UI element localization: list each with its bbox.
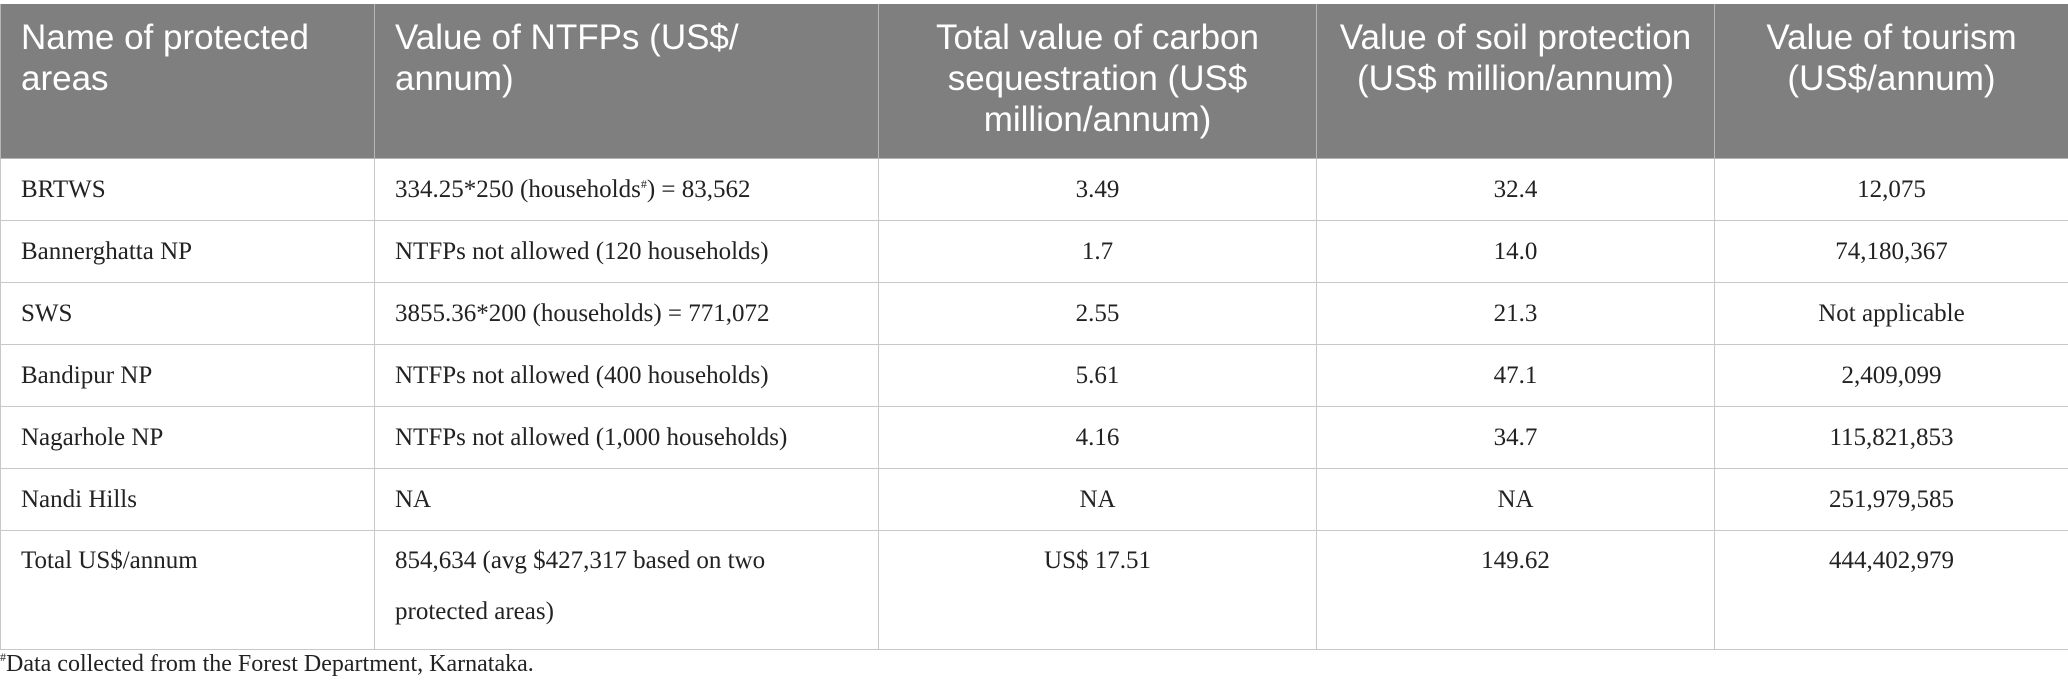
cell-area-name: Bannerghatta NP	[0, 219, 375, 283]
ntfp-text-part: 334.25*250 (households	[395, 175, 641, 203]
table-body: BRTWS 334.25*250 (households#) = 83,562 …	[0, 157, 2068, 650]
cell-ntfp-value: 334.25*250 (households#) = 83,562	[374, 157, 879, 221]
table-row: Nagarhole NP NTFPs not allowed (1,000 ho…	[0, 405, 2068, 469]
cell-area-name: SWS	[0, 281, 375, 345]
cell-soil-value: 47.1	[1316, 343, 1715, 407]
cell-area-name: BRTWS	[0, 157, 375, 221]
cell-soil-value: 32.4	[1316, 157, 1715, 221]
cell-soil-value: 21.3	[1316, 281, 1715, 345]
header-protected-area-name: Name of protected areas	[0, 4, 375, 159]
cell-tourism-value: 2,409,099	[1714, 343, 2068, 407]
cell-area-name: Total US$/annum	[0, 529, 375, 650]
cell-carbon-value: 5.61	[878, 343, 1317, 407]
cell-carbon-value: 3.49	[878, 157, 1317, 221]
cell-area-name: Bandipur NP	[0, 343, 375, 407]
cell-tourism-value: 444,402,979	[1714, 529, 2068, 650]
table-row: Bannerghatta NP NTFPs not allowed (120 h…	[0, 219, 2068, 283]
cell-tourism-value: 115,821,853	[1714, 405, 2068, 469]
table-row-total: Total US$/annum 854,634 (avg $427,317 ba…	[0, 529, 2068, 650]
cell-carbon-value: 2.55	[878, 281, 1317, 345]
cell-tourism-value: 74,180,367	[1714, 219, 2068, 283]
cell-ntfp-value: 3855.36*200 (households) = 771,072	[374, 281, 879, 345]
cell-ntfp-value: NTFPs not allowed (1,000 households)	[374, 405, 879, 469]
cell-ntfp-value: NTFPs not allowed (400 households)	[374, 343, 879, 407]
cell-tourism-value: 12,075	[1714, 157, 2068, 221]
cell-ntfp-value: 854,634 (avg $427,317 based on two prote…	[374, 529, 879, 650]
table-header: Name of protected areas Value of NTFPs (…	[0, 4, 2068, 159]
cell-area-name: Nandi Hills	[0, 467, 375, 531]
header-soil-protection: Value of soil protection (US$ million/an…	[1316, 4, 1715, 159]
ntfp-text-part: ) = 83,562	[646, 175, 751, 203]
cell-ntfp-value: NA	[374, 467, 879, 531]
cell-carbon-value: NA	[878, 467, 1317, 531]
cell-tourism-value: Not applicable	[1714, 281, 2068, 345]
cell-tourism-value: 251,979,585	[1714, 467, 2068, 531]
cell-carbon-value: 4.16	[878, 405, 1317, 469]
footnote-marker: #	[640, 176, 647, 191]
cell-soil-value: NA	[1316, 467, 1715, 531]
cell-soil-value: 34.7	[1316, 405, 1715, 469]
footnote-marker: #	[0, 650, 6, 664]
table-row: Nandi Hills NA NA NA 251,979,585	[0, 467, 2068, 531]
cell-soil-value: 149.62	[1316, 529, 1715, 650]
header-tourism-value: Value of tourism (US$/annum)	[1714, 4, 2068, 159]
table-row: Bandipur NP NTFPs not allowed (400 house…	[0, 343, 2068, 407]
header-row: Name of protected areas Value of NTFPs (…	[0, 4, 2068, 159]
data-table-container: Name of protected areas Value of NTFPs (…	[0, 4, 2068, 650]
cell-carbon-value: 1.7	[878, 219, 1317, 283]
cell-carbon-value: US$ 17.51	[878, 529, 1317, 650]
header-ntfp-value: Value of NTFPs (US$/ annum)	[374, 4, 879, 159]
cell-soil-value: 14.0	[1316, 219, 1715, 283]
header-carbon-sequestration: Total value of carbon sequestration (US$…	[878, 4, 1317, 159]
footnote-text: Data collected from the Forest Departmen…	[6, 651, 534, 677]
protected-areas-valuation-table: Name of protected areas Value of NTFPs (…	[0, 4, 2068, 650]
cell-ntfp-value: NTFPs not allowed (120 households)	[374, 219, 879, 283]
cell-area-name: Nagarhole NP	[0, 405, 375, 469]
table-row: BRTWS 334.25*250 (households#) = 83,562 …	[0, 157, 2068, 221]
table-footnote: #Data collected from the Forest Departme…	[0, 651, 534, 678]
table-row: SWS 3855.36*200 (households) = 771,072 2…	[0, 281, 2068, 345]
